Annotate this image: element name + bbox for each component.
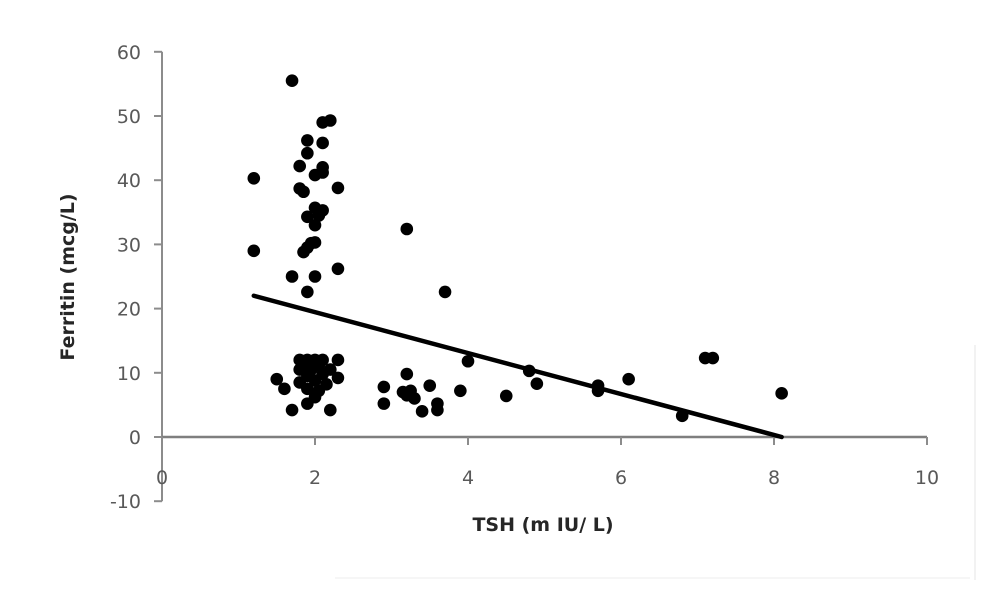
y-tick-label: 40 <box>117 170 141 192</box>
x-tick-label: 0 <box>156 467 168 489</box>
data-point <box>285 403 299 417</box>
x-tick-label: 10 <box>915 467 939 489</box>
data-point <box>270 372 284 386</box>
data-point <box>316 136 329 150</box>
x-tick-label: 8 <box>768 467 780 489</box>
data-point <box>301 285 314 299</box>
x-tick-label: 2 <box>309 467 321 489</box>
y-axis-title: Ferritin (mcg/L) <box>57 193 79 360</box>
data-points <box>247 74 788 423</box>
data-point <box>301 134 314 147</box>
y-tick-label: 50 <box>117 106 141 128</box>
data-point <box>297 185 310 199</box>
data-point <box>324 403 337 417</box>
y-tick-label: 10 <box>117 363 141 385</box>
data-point <box>400 222 414 236</box>
data-point <box>331 371 345 385</box>
trendline <box>251 293 784 440</box>
data-point <box>438 285 452 299</box>
y-tick-label: 0 <box>129 427 141 449</box>
x-axis-title: TSH (m IU/ L) <box>472 514 613 536</box>
data-point <box>301 210 314 224</box>
y-tick-label: 20 <box>117 299 141 321</box>
data-point <box>301 146 314 160</box>
data-point <box>320 378 333 391</box>
data-point <box>324 114 337 127</box>
data-point <box>461 354 475 368</box>
data-point <box>331 262 345 276</box>
data-point <box>308 218 322 232</box>
data-point <box>247 171 261 185</box>
data-point <box>316 166 329 179</box>
data-point <box>622 372 635 386</box>
data-point <box>293 159 307 173</box>
data-point <box>324 363 337 376</box>
x-axis: 0 2 4 6 8 10 <box>156 435 939 489</box>
data-point <box>415 405 429 418</box>
data-point <box>331 181 345 195</box>
data-point <box>775 387 788 400</box>
data-point <box>301 382 314 396</box>
data-point <box>454 384 467 398</box>
data-point <box>408 392 421 405</box>
y-tick-label: -10 <box>110 491 141 513</box>
data-point <box>400 367 414 381</box>
data-point <box>278 382 291 396</box>
y-tick-label: 30 <box>117 234 141 256</box>
data-point <box>316 353 329 367</box>
data-point <box>706 351 720 365</box>
data-point <box>530 377 544 391</box>
data-point <box>423 379 437 392</box>
data-point <box>377 380 391 394</box>
data-point <box>308 236 322 249</box>
x-tick-label: 4 <box>462 467 474 489</box>
data-point <box>316 204 329 217</box>
data-point <box>377 397 391 410</box>
data-point <box>285 74 299 87</box>
x-tick-label: 6 <box>615 467 627 489</box>
data-point <box>431 403 444 417</box>
data-point <box>308 270 322 283</box>
data-point <box>499 389 513 403</box>
y-tick-label: 60 <box>117 42 141 64</box>
data-point <box>285 270 299 283</box>
data-point <box>331 353 345 367</box>
y-axis: 60 50 40 30 20 10 0 -10 <box>110 42 163 513</box>
data-point <box>247 244 261 258</box>
